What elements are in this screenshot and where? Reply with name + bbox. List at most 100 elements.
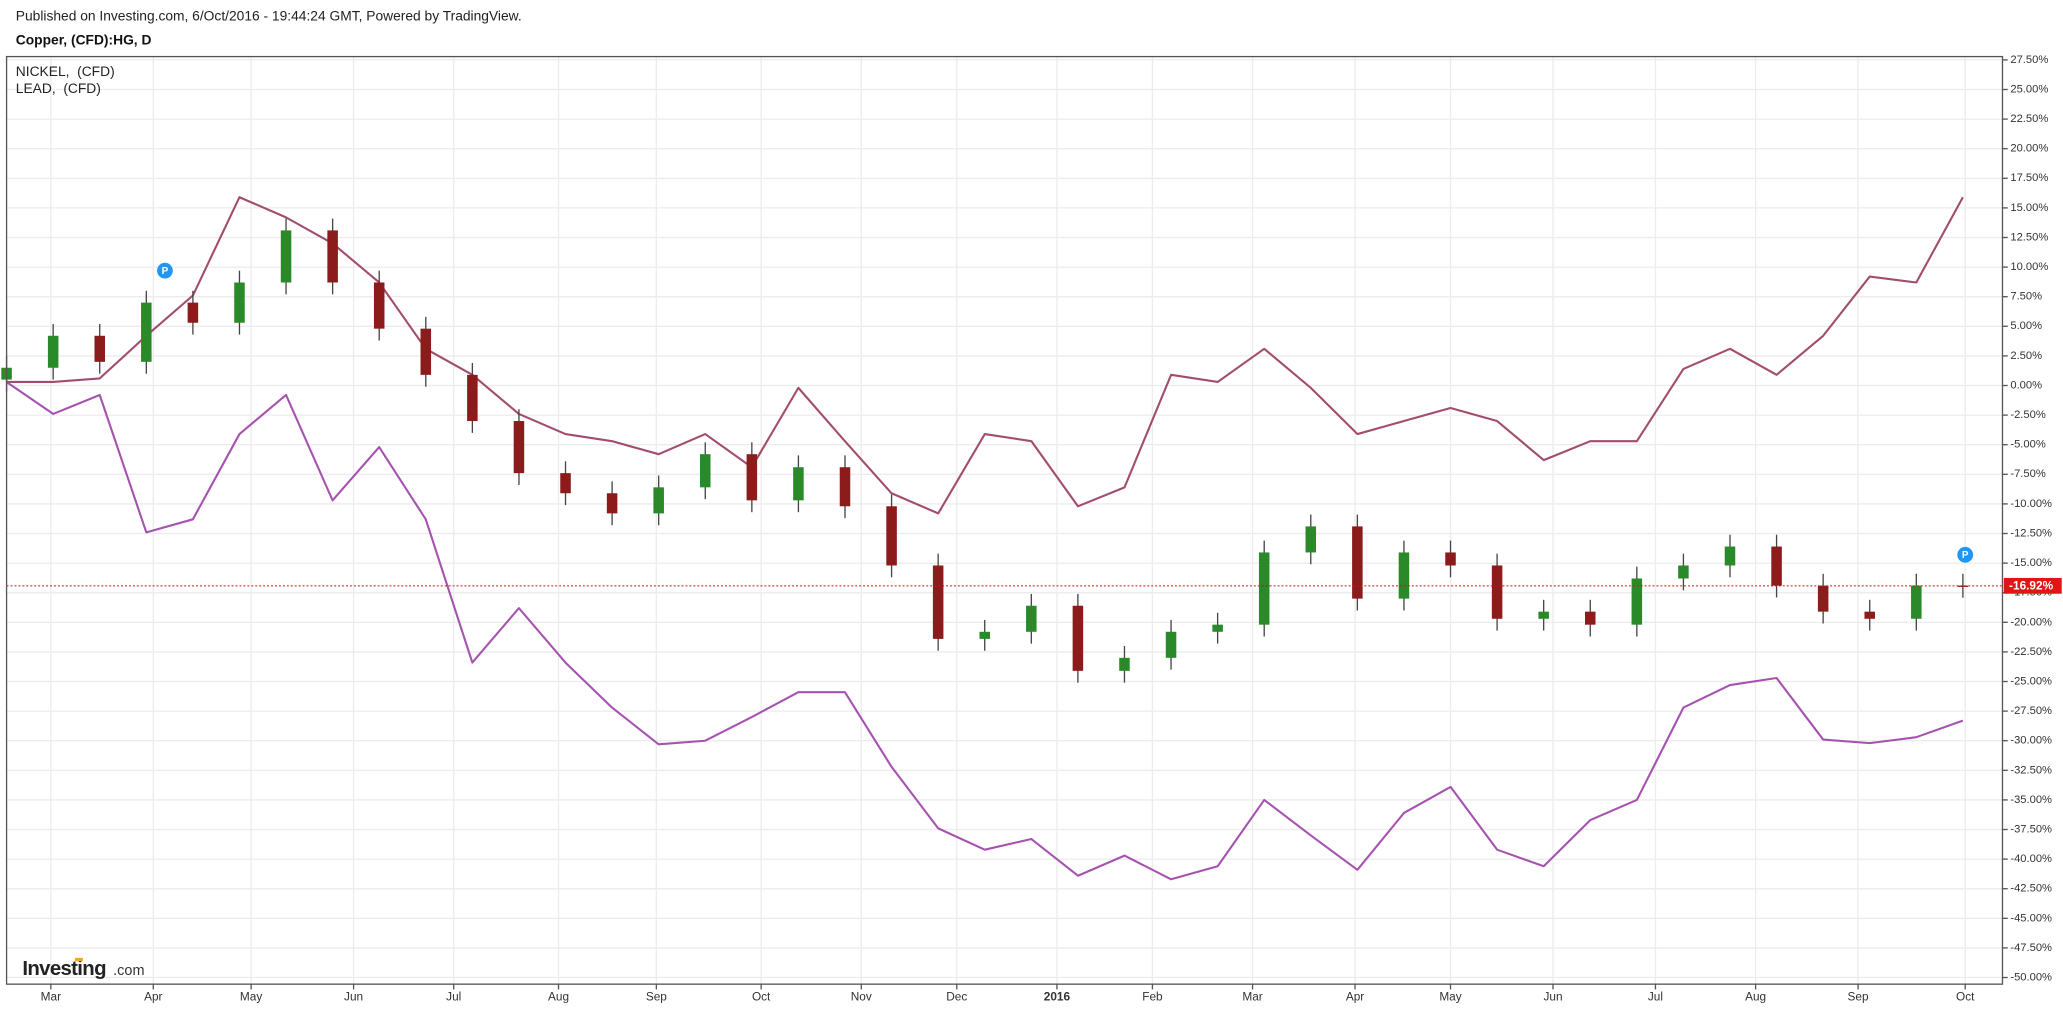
y-tick-label: 17.50% <box>2010 172 2048 184</box>
y-tick-label: 5.00% <box>2010 320 2042 332</box>
candle-body <box>1491 565 1503 619</box>
candle-body <box>793 467 804 501</box>
x-tick-label: 2016 <box>1044 989 1071 1003</box>
candle-body <box>141 302 152 362</box>
y-tick-label: 15.00% <box>2010 202 2048 214</box>
x-tick-label: Jul <box>1648 989 1663 1003</box>
candle-body <box>1957 585 1969 587</box>
x-tick-label: Jun <box>1543 989 1562 1003</box>
y-tick-label: -27.50% <box>2010 705 2052 717</box>
logo-suffix: .com <box>113 963 144 979</box>
y-tick-label: 7.50% <box>2010 291 2042 303</box>
y-tick-label: -47.50% <box>2010 942 2052 954</box>
x-tick-label: Jul <box>446 989 461 1003</box>
x-tick-label: Oct <box>1956 989 1975 1003</box>
y-tick-label: -5.00% <box>2010 439 2045 451</box>
y-tick-label: -22.50% <box>2010 646 2052 658</box>
x-tick-label: Apr <box>144 989 162 1003</box>
y-tick-label: 25.00% <box>2010 83 2048 95</box>
candle-body <box>420 328 432 375</box>
y-tick-label: -35.00% <box>2010 794 2052 806</box>
x-tick-label: Sep <box>1848 989 1869 1003</box>
legend-label: LEAD, (CFD) <box>16 80 101 96</box>
logo-accent <box>74 957 83 962</box>
y-tick-label: 0.00% <box>2010 379 2042 391</box>
last-value-tag <box>2003 577 2062 594</box>
x-tick-label: Mar <box>41 989 61 1003</box>
event-marker <box>1957 546 1974 563</box>
candle-body <box>280 230 292 283</box>
candle-body <box>560 473 571 494</box>
candle-body <box>979 631 990 639</box>
candle-body <box>606 493 618 514</box>
event-marker <box>157 262 173 279</box>
candle-body <box>1398 552 1410 599</box>
y-tick-label: -50.00% <box>2010 971 2052 983</box>
x-tick-label: Apr <box>1346 989 1364 1003</box>
candle-body <box>1771 546 1782 586</box>
x-tick-label: May <box>1439 989 1461 1003</box>
candle-body <box>47 335 59 368</box>
last-value-label: -16.92% <box>2009 579 2054 593</box>
candle-body <box>1678 565 1689 579</box>
candle-body <box>94 335 105 362</box>
candle-body <box>327 230 338 283</box>
candle-body <box>234 282 245 323</box>
candle-body <box>699 454 711 488</box>
candle-body <box>1631 578 1643 625</box>
x-tick-label: Sep <box>646 989 667 1003</box>
x-tick-label: Feb <box>1142 989 1163 1003</box>
y-tick-label: 27.50% <box>2010 54 2048 66</box>
y-tick-label: -30.00% <box>2010 735 2052 747</box>
y-tick-label: -40.00% <box>2010 853 2052 865</box>
candle-body <box>746 454 758 501</box>
legend-label: NICKEL, (CFD) <box>16 63 115 79</box>
candle-body <box>1817 585 1829 612</box>
y-tick-label: 10.00% <box>2010 261 2048 273</box>
candle-body <box>1212 624 1223 632</box>
symbol-text: Copper, (CFD):HG, D <box>16 31 152 47</box>
event-marker-label: P <box>1962 550 1969 561</box>
y-tick-label: 22.50% <box>2010 113 2048 125</box>
candle-body <box>839 467 851 507</box>
event-marker-label: P <box>162 266 169 277</box>
y-tick-label: -25.00% <box>2010 675 2052 687</box>
x-tick-label: Aug <box>1745 989 1766 1003</box>
y-tick-label: 2.50% <box>2010 350 2042 362</box>
candle-body <box>1864 611 1875 619</box>
candle-body <box>1165 631 1177 658</box>
x-tick-label: Jun <box>344 989 363 1003</box>
candle-body <box>886 506 897 566</box>
y-tick-label: -20.00% <box>2010 616 2052 628</box>
y-tick-label: -7.50% <box>2010 468 2045 480</box>
x-tick-label: Nov <box>851 989 872 1003</box>
plot: PP <box>1 56 2003 985</box>
candle-body <box>187 302 199 323</box>
candle-body <box>1445 552 1456 566</box>
candle-body <box>1724 546 1736 566</box>
candle-body <box>1119 657 1130 671</box>
candle-body <box>932 565 944 639</box>
candle-body <box>1258 552 1270 625</box>
y-tick-label: -32.50% <box>2010 764 2052 776</box>
series-line <box>5 381 1964 881</box>
y-tick-label: 20.00% <box>2010 143 2048 155</box>
y-tick-label: 12.50% <box>2010 231 2048 243</box>
y-tick-label: -45.00% <box>2010 912 2052 924</box>
candle-body <box>1911 585 1922 619</box>
y-tick-label: -15.00% <box>2010 557 2052 569</box>
y-tick-label: -12.50% <box>2010 527 2052 539</box>
candle-body <box>1352 526 1363 599</box>
candle-body <box>1305 526 1317 553</box>
published-text: Published on Investing.com, 6/Oct/2016 -… <box>16 8 522 24</box>
plot-frame <box>5 55 2004 985</box>
y-tick-label: -2.50% <box>2010 409 2045 421</box>
candle-body <box>373 282 385 329</box>
candle-body <box>513 421 525 474</box>
x-tick-label: Oct <box>752 989 771 1003</box>
y-tick-label: -10.00% <box>2010 498 2052 510</box>
candle-body <box>1072 605 1084 671</box>
